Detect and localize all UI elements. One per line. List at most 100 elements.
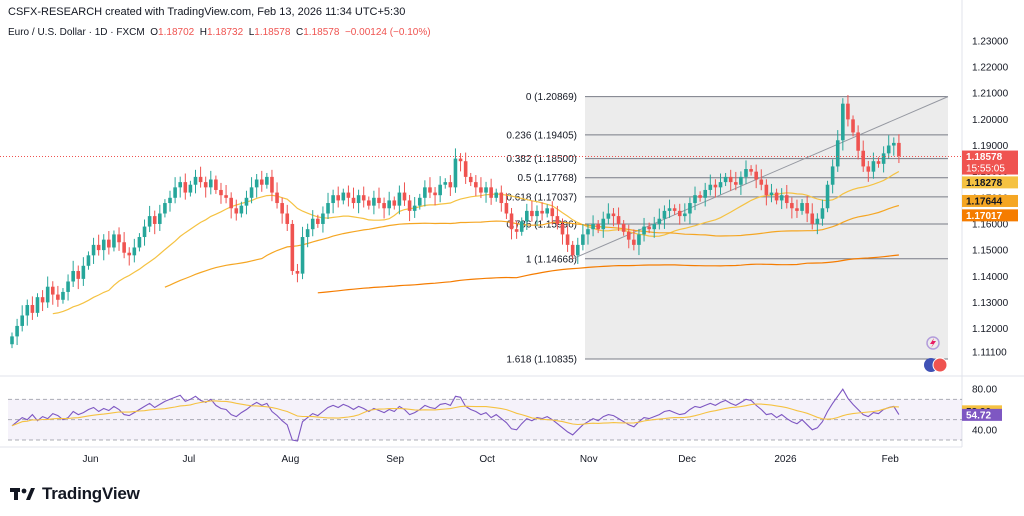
- y-tick-label: 1.20000: [972, 115, 1009, 126]
- candle-body: [433, 192, 437, 196]
- fib-level-label: 0.236 (1.19405): [506, 130, 577, 141]
- candle-body: [621, 223, 626, 232]
- candle-body: [851, 119, 855, 133]
- candle-body: [662, 210, 667, 219]
- candle-body: [168, 197, 172, 204]
- candle-body: [514, 229, 519, 232]
- candle-body: [45, 286, 50, 303]
- candle-body: [316, 218, 320, 224]
- y-tick-label: 1.19000: [972, 141, 1009, 152]
- candle-body: [530, 210, 534, 217]
- candle-body: [351, 197, 356, 204]
- candle-body: [417, 197, 422, 206]
- candle-body: [591, 223, 595, 230]
- price-badge: [962, 194, 1018, 207]
- candle-body: [642, 226, 646, 235]
- candle-body: [769, 192, 774, 196]
- candle-body: [632, 239, 636, 245]
- candle-body: [759, 179, 764, 185]
- candle-body: [698, 195, 702, 198]
- high-value: 1.18732: [207, 27, 244, 38]
- x-tick-label: Nov: [580, 454, 598, 465]
- candle-body: [800, 203, 804, 211]
- candle-body: [101, 239, 106, 251]
- symbol-name: Euro / U.S. Dollar · 1D · FXCM: [8, 27, 145, 38]
- candle-body: [718, 182, 723, 188]
- candle-body: [764, 184, 769, 196]
- candle-body: [341, 192, 346, 201]
- candle-body: [489, 187, 493, 198]
- y-tick-label: 1.14000: [972, 272, 1009, 283]
- candle-body: [570, 244, 575, 256]
- candle-body: [744, 169, 748, 177]
- candle-body: [606, 213, 611, 219]
- candle-body: [499, 192, 504, 204]
- candle-body: [377, 197, 381, 204]
- candle-body: [249, 187, 254, 198]
- candle-body: [40, 297, 45, 303]
- candle-body: [270, 176, 274, 193]
- candle-body: [825, 184, 830, 209]
- candle-body: [876, 161, 881, 164]
- candle-body: [739, 176, 743, 185]
- price-badge: [962, 209, 1018, 222]
- candle-body: [10, 336, 14, 345]
- candle-body: [774, 192, 779, 201]
- candle-body: [438, 184, 442, 196]
- x-tick-label: Feb: [882, 454, 900, 465]
- fib-trendline: [572, 96, 949, 260]
- candle-body: [305, 229, 310, 238]
- candle-body: [219, 189, 223, 196]
- tradingview-logo[interactable]: TradingView: [10, 484, 140, 504]
- candle-body: [703, 189, 708, 198]
- fib-level-label: 1 (1.14668): [526, 254, 577, 265]
- candle-body: [244, 197, 249, 206]
- candle-body: [575, 244, 580, 256]
- price-badge: [962, 150, 1018, 175]
- candle-body: [667, 208, 672, 211]
- candle-body: [224, 195, 228, 198]
- candle-body: [688, 203, 692, 214]
- candle-body: [540, 210, 544, 214]
- fib-level-label: 1.618 (1.10835): [506, 355, 577, 366]
- price-badge-value: 1.17644: [966, 196, 1003, 207]
- candle-body: [815, 218, 820, 224]
- candle-body: [158, 213, 162, 224]
- candle-body: [555, 216, 560, 224]
- candle-body: [183, 182, 188, 193]
- candle-body: [300, 237, 305, 274]
- candle-body: [830, 166, 835, 185]
- candle-body: [331, 195, 335, 204]
- candle-body: [280, 203, 284, 214]
- candle-body: [560, 223, 565, 235]
- low-label: L: [248, 27, 255, 38]
- candle-body: [897, 142, 901, 156]
- candle-body: [152, 216, 157, 224]
- candle-body: [234, 208, 239, 214]
- candle-body: [203, 182, 208, 188]
- candle-body: [372, 197, 376, 206]
- candle-body: [30, 305, 35, 313]
- candle-body: [112, 234, 116, 248]
- candle-body: [122, 242, 126, 253]
- x-tick-label: Dec: [678, 454, 696, 465]
- fib-level-label: 0.618 (1.17037): [506, 192, 577, 203]
- x-tick-label: 2026: [774, 454, 797, 465]
- candle-body: [35, 297, 40, 313]
- candle-body: [290, 223, 295, 272]
- candle-body: [96, 244, 101, 251]
- candle-body: [61, 291, 65, 300]
- candle-body: [784, 195, 789, 204]
- candle-body: [387, 200, 391, 209]
- candle-body: [71, 271, 75, 282]
- x-tick-label: Oct: [479, 454, 495, 465]
- price-badge-value: 1.18278: [966, 178, 1003, 189]
- change-value: −0.00124 (−0.10%): [344, 27, 431, 38]
- candle-body: [50, 286, 55, 295]
- candle-body: [428, 187, 432, 193]
- candle-body: [468, 176, 473, 183]
- candle-body: [779, 195, 784, 201]
- open-value: 1.18702: [158, 27, 195, 38]
- candle-body: [713, 184, 718, 188]
